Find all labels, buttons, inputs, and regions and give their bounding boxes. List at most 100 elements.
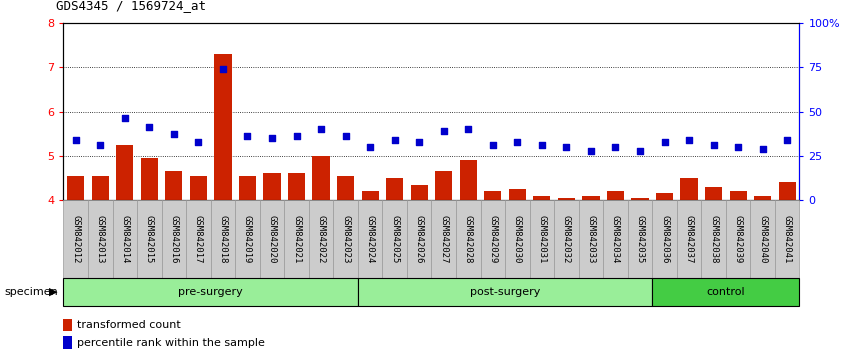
Point [289,133,303,139]
Bar [607,191,624,200]
Bar [431,200,456,278]
Bar [508,189,526,200]
Bar [705,187,722,200]
Bar [750,200,775,278]
Bar [358,200,382,278]
Point [584,149,597,154]
Bar [631,198,649,200]
Text: GSM842041: GSM842041 [783,215,792,263]
Point [118,115,131,121]
Bar [113,200,137,278]
Bar [137,200,162,278]
Bar [309,200,333,278]
Text: transformed count: transformed count [77,320,180,330]
Bar [754,195,772,200]
Point [93,142,107,148]
Bar [677,200,701,278]
Bar [263,173,281,200]
Bar [680,178,698,200]
Bar [239,176,256,200]
Point [461,126,475,132]
Text: GSM842029: GSM842029 [488,215,497,263]
Bar [186,200,211,278]
Bar [190,176,207,200]
Bar [533,195,551,200]
Bar [333,200,358,278]
Bar [603,200,628,278]
Bar [726,200,750,278]
Point [216,67,229,72]
Text: GSM842017: GSM842017 [194,215,203,263]
Bar [778,182,796,200]
Text: GSM842037: GSM842037 [684,215,694,263]
Text: GSM842031: GSM842031 [537,215,547,263]
Bar [579,200,603,278]
Bar [88,200,113,278]
Point [240,133,254,139]
Bar [775,200,799,278]
Text: GSM842025: GSM842025 [390,215,399,263]
Text: GSM842027: GSM842027 [439,215,448,263]
Bar [628,200,652,278]
Text: GSM842024: GSM842024 [365,215,375,263]
Text: GSM842030: GSM842030 [513,215,522,263]
Text: specimen: specimen [4,287,58,297]
Bar [656,193,673,200]
Text: GSM842014: GSM842014 [120,215,129,263]
Text: GSM842019: GSM842019 [243,215,252,263]
Bar [386,178,404,200]
Text: GSM842015: GSM842015 [145,215,154,263]
Text: GSM842013: GSM842013 [96,215,105,263]
Text: GSM842038: GSM842038 [709,215,718,263]
Text: GSM842039: GSM842039 [733,215,743,263]
Bar [435,171,453,200]
Point [486,142,499,148]
Bar [505,200,530,278]
Text: GSM842035: GSM842035 [635,215,645,263]
Point [755,146,769,152]
Point [510,139,524,145]
Point [142,124,156,130]
Bar [410,184,428,200]
Text: GSM842022: GSM842022 [316,215,326,263]
Point [167,131,180,136]
Bar [361,191,379,200]
Point [608,144,622,150]
Point [265,135,278,141]
Text: GSM842018: GSM842018 [218,215,228,263]
Bar [358,278,652,306]
Point [706,142,720,148]
Bar [260,200,284,278]
Point [69,137,82,143]
Bar [91,176,109,200]
Bar [63,319,72,331]
Text: GSM842032: GSM842032 [562,215,571,263]
Text: GDS4345 / 1569724_at: GDS4345 / 1569724_at [56,0,206,12]
Point [657,139,671,145]
Bar [729,191,747,200]
Bar [582,195,600,200]
Point [387,137,401,143]
Bar [63,336,72,349]
Text: control: control [706,287,745,297]
Bar [337,176,354,200]
Point [731,144,744,150]
Point [363,144,376,150]
Text: GSM842040: GSM842040 [758,215,767,263]
Point [780,137,794,143]
Bar [481,200,505,278]
Bar [554,200,579,278]
Point [437,129,450,134]
Bar [288,173,305,200]
Bar [652,200,677,278]
Bar [407,200,431,278]
Text: GSM842028: GSM842028 [464,215,473,263]
Point [412,139,426,145]
Text: GSM842036: GSM842036 [660,215,669,263]
Bar [63,200,88,278]
Text: GSM842020: GSM842020 [267,215,277,263]
Bar [214,54,232,200]
Text: GSM842012: GSM842012 [71,215,80,263]
Text: GSM842034: GSM842034 [611,215,620,263]
Bar [652,278,799,306]
